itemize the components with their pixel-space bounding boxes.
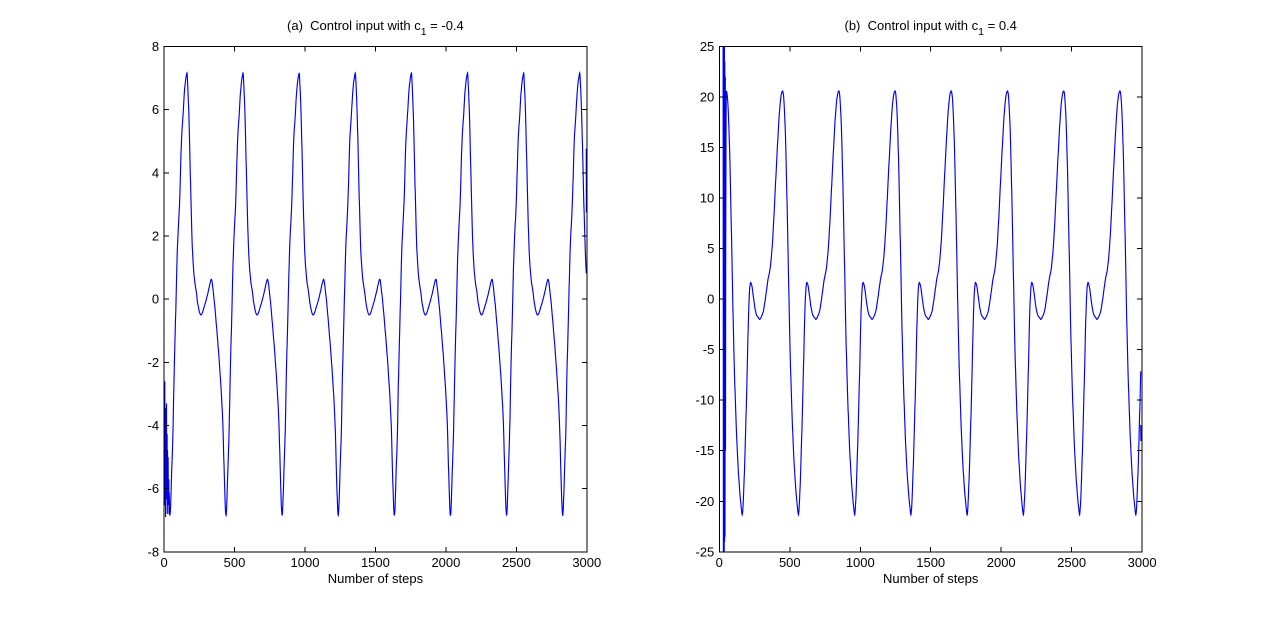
svg-text:5: 5 [707,241,714,256]
svg-text:4: 4 [152,165,159,180]
svg-text:25: 25 [700,39,714,54]
svg-text:15: 15 [700,140,714,155]
svg-text:(b) Control input with c1 = 0: (b) Control input with c1 = 0.4 [844,18,1016,38]
svg-text:500: 500 [224,555,246,570]
svg-text:3000: 3000 [1128,555,1157,570]
svg-text:2000: 2000 [987,555,1016,570]
svg-text:-10: -10 [696,393,715,408]
svg-text:0: 0 [716,555,723,570]
svg-text:2000: 2000 [431,555,460,570]
svg-text:2500: 2500 [1057,555,1086,570]
svg-text:0: 0 [707,292,714,307]
svg-text:0: 0 [160,555,167,570]
svg-text:10: 10 [700,191,714,206]
svg-text:20: 20 [700,90,714,105]
svg-text:-4: -4 [148,418,160,433]
svg-text:1000: 1000 [291,555,320,570]
svg-text:3000: 3000 [572,555,601,570]
svg-text:0: 0 [152,292,159,307]
svg-text:2500: 2500 [502,555,531,570]
svg-text:-20: -20 [696,494,715,509]
svg-text:1000: 1000 [846,555,875,570]
svg-text:Number of steps: Number of steps [883,571,979,586]
svg-text:500: 500 [779,555,801,570]
svg-text:-2: -2 [148,355,160,370]
svg-text:-8: -8 [148,544,160,559]
svg-text:1500: 1500 [916,555,945,570]
svg-text:Number of steps: Number of steps [328,571,424,586]
svg-text:1500: 1500 [361,555,390,570]
svg-text:-15: -15 [696,443,715,458]
svg-text:2: 2 [152,229,159,244]
svg-text:-5: -5 [703,342,715,357]
svg-text:-6: -6 [148,481,160,496]
svg-text:(a) Control input with c1 = -: (a) Control input with c1 = -0.4 [287,18,464,38]
svg-text:-25: -25 [696,544,715,559]
svg-text:6: 6 [152,102,159,117]
svg-text:8: 8 [152,39,159,54]
